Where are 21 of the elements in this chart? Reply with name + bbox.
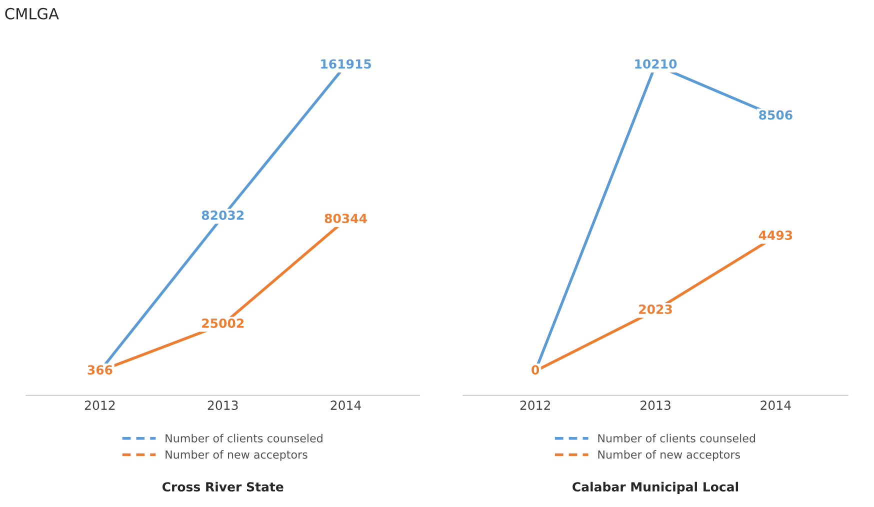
x-axis-title: Calabar Municipal Local — [572, 482, 738, 494]
x-tick-label: 2014 — [760, 400, 791, 410]
data-label: 25002 — [202, 318, 244, 328]
data-label: 82032 — [202, 210, 244, 220]
data-label: 10210 — [635, 59, 677, 69]
x-tick-label: 2012 — [84, 400, 115, 410]
data-label: 80344 — [324, 214, 367, 224]
legend-label: Number of new acceptors — [166, 450, 308, 461]
x-tick-label: 2013 — [208, 400, 238, 410]
legend-label: Number of clients counseled — [598, 434, 756, 442]
data-label: 161915 — [321, 59, 371, 69]
x-tick-label: 2013 — [640, 400, 670, 410]
data-label: 0 — [532, 365, 540, 375]
x-axis-title: Cross River State — [162, 482, 284, 492]
data-label: 8506 — [759, 110, 792, 120]
data-label: 4493 — [758, 230, 792, 240]
legend-label: Number of new acceptors — [598, 450, 740, 461]
x-tick-label: 2012 — [520, 400, 550, 410]
legend-label: Number of clients counseled — [166, 434, 322, 442]
x-tick-label: 2014 — [330, 400, 361, 410]
chart-title: CMLGA — [5, 8, 59, 20]
